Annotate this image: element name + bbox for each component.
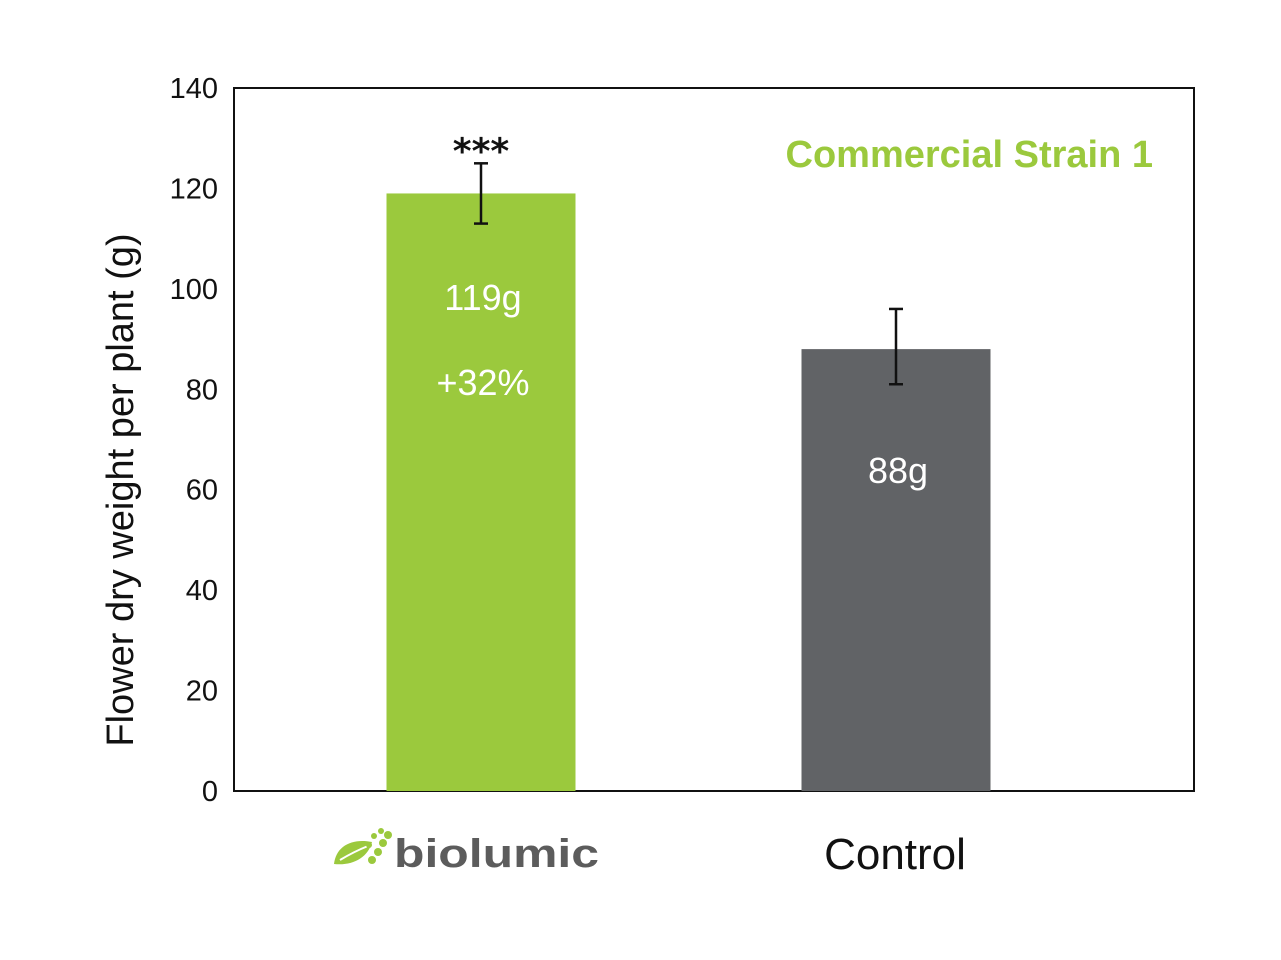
category-label-biolumic: biolumic (334, 828, 599, 876)
bar-value-label: +32% (436, 362, 529, 403)
y-axis-label: Flower dry weight per plant (g) (100, 233, 142, 746)
y-tick-label: 140 (170, 73, 218, 105)
y-tick-label: 40 (186, 575, 218, 607)
y-axis-ticks: 0 20 40 60 80 100 120 140 (170, 73, 218, 808)
category-label-biolumic-text: biolumic (394, 832, 599, 876)
y-tick-label: 80 (186, 374, 218, 406)
bar (386, 193, 576, 791)
error-bar (889, 307, 903, 386)
y-tick-label: 100 (170, 274, 218, 306)
y-tick-label: 0 (202, 776, 218, 808)
y-tick-label: 20 (186, 676, 218, 708)
bar-value-label: 119g (444, 277, 521, 318)
bar (801, 349, 991, 791)
plot-frame (233, 87, 1195, 792)
strain-annotation: Commercial Strain 1 (786, 134, 1153, 176)
y-tick-label: 60 (186, 475, 218, 507)
bars: *** 119g +32% 88g (386, 131, 991, 791)
significance-marker: *** (453, 131, 510, 172)
bar-value-label: 88g (868, 450, 928, 491)
category-label-control: Control (824, 830, 966, 879)
y-tick-label: 120 (170, 173, 218, 205)
error-bar (474, 162, 488, 225)
dots-icon (366, 828, 392, 864)
leaf-icon (334, 840, 372, 865)
